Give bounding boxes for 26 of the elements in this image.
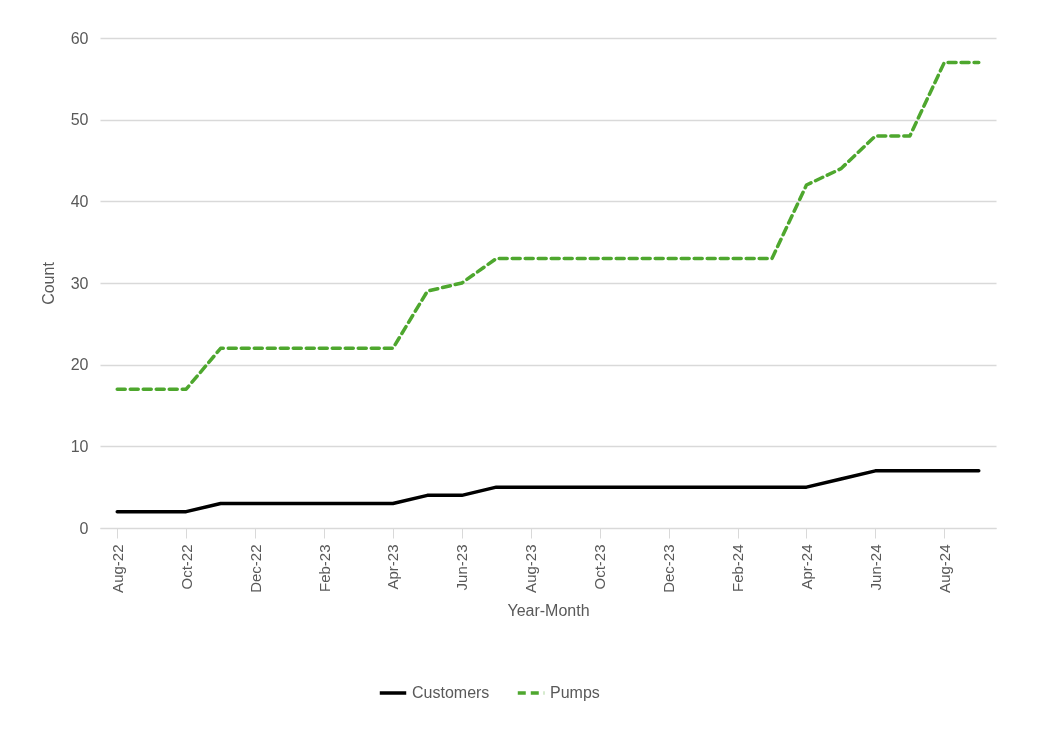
x-tick-label: Apr-23 <box>384 544 402 590</box>
y-tick-label: 30 <box>70 274 89 292</box>
y-tick-label: 10 <box>70 437 89 455</box>
y-tick-label: 20 <box>70 356 89 374</box>
y-tick-label: 40 <box>70 192 89 210</box>
x-tick-label: Feb-24 <box>729 544 747 593</box>
y-tick-label: 50 <box>70 111 89 129</box>
x-tick-label: Oct-22 <box>177 544 195 590</box>
x-tick-label: Jun-23 <box>453 544 471 591</box>
x-tick-label: Dec-23 <box>660 544 678 593</box>
line-series <box>115 60 981 391</box>
x-tick-label: Aug-24 <box>935 544 953 593</box>
x-tick-label: Feb-23 <box>315 544 333 593</box>
legend-label: Pumps <box>550 684 600 701</box>
y-tick-label: 0 <box>79 519 89 537</box>
y-tick-label: 60 <box>70 29 89 47</box>
x-tick-label: Aug-22 <box>108 544 126 593</box>
x-tick-label: Oct-23 <box>591 544 609 590</box>
x-tick-label: Aug-23 <box>522 544 540 593</box>
line-series <box>115 469 981 514</box>
y-axis-title: Count <box>39 261 57 305</box>
x-tick-label: Apr-24 <box>797 544 815 590</box>
legend-label: Customers <box>412 684 490 701</box>
x-axis-title: Year-Month <box>507 601 590 619</box>
x-tick-label: Dec-22 <box>246 544 264 593</box>
x-tick-label: Jun-24 <box>866 544 884 591</box>
